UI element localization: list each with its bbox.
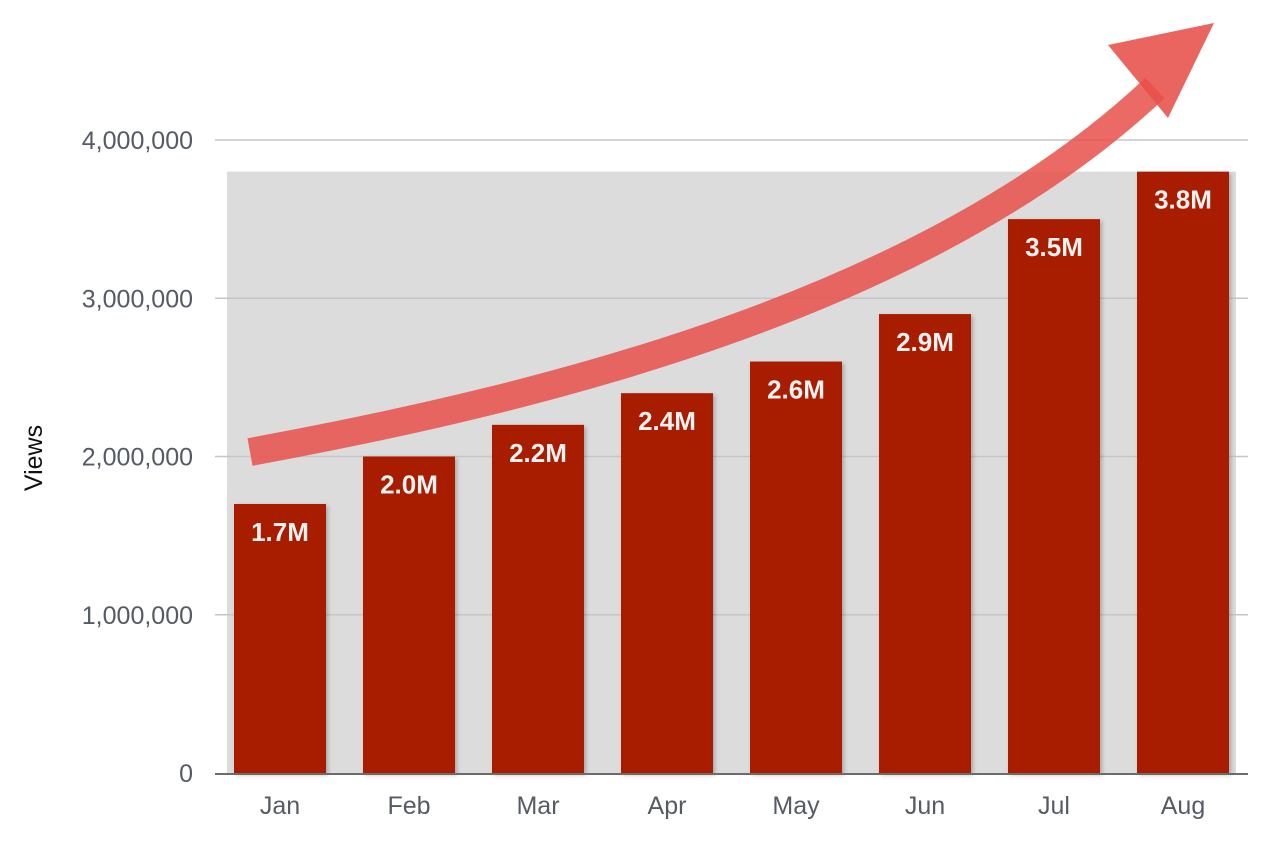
x-tick-label: May [772, 792, 820, 820]
x-tick-label: Feb [387, 792, 430, 820]
x-tick-label: Jan [260, 792, 300, 820]
y-tick-label: 3,000,000 [82, 285, 193, 313]
bar-jul [1008, 219, 1100, 773]
y-tick-label: 0 [179, 760, 193, 788]
bar-data-label: 2.6M [767, 375, 825, 405]
y-tick-label: 2,000,000 [82, 444, 193, 472]
y-axis-title: Views [20, 425, 48, 491]
bar-feb [363, 456, 455, 773]
x-tick-label: Aug [1161, 792, 1205, 820]
x-tick-label: Jul [1038, 792, 1070, 820]
bar-aug [1137, 171, 1229, 773]
x-tick-label: Apr [648, 792, 687, 820]
x-tick-label: Jun [905, 792, 945, 820]
bar-data-label: 2.2M [509, 438, 567, 468]
bar-data-label: 2.9M [896, 327, 954, 357]
trend-arrow-shaft [247, 77, 1165, 466]
bar-data-label: 1.7M [251, 517, 309, 547]
bar-may [750, 361, 842, 773]
bar-mar [492, 424, 584, 773]
y-tick-label: 1,000,000 [82, 602, 193, 630]
bar-jun [879, 314, 971, 773]
bar-data-label: 2.0M [380, 470, 438, 500]
bar-data-label: 3.8M [1154, 185, 1212, 215]
bar-data-label: 3.5M [1025, 232, 1083, 262]
bar-apr [621, 393, 713, 773]
y-tick-label: 4,000,000 [82, 127, 193, 155]
bar-data-label: 2.4M [638, 406, 696, 436]
x-tick-label: Mar [516, 792, 559, 820]
trend-arrow-head [1108, 23, 1214, 118]
bar-jan [234, 503, 326, 773]
